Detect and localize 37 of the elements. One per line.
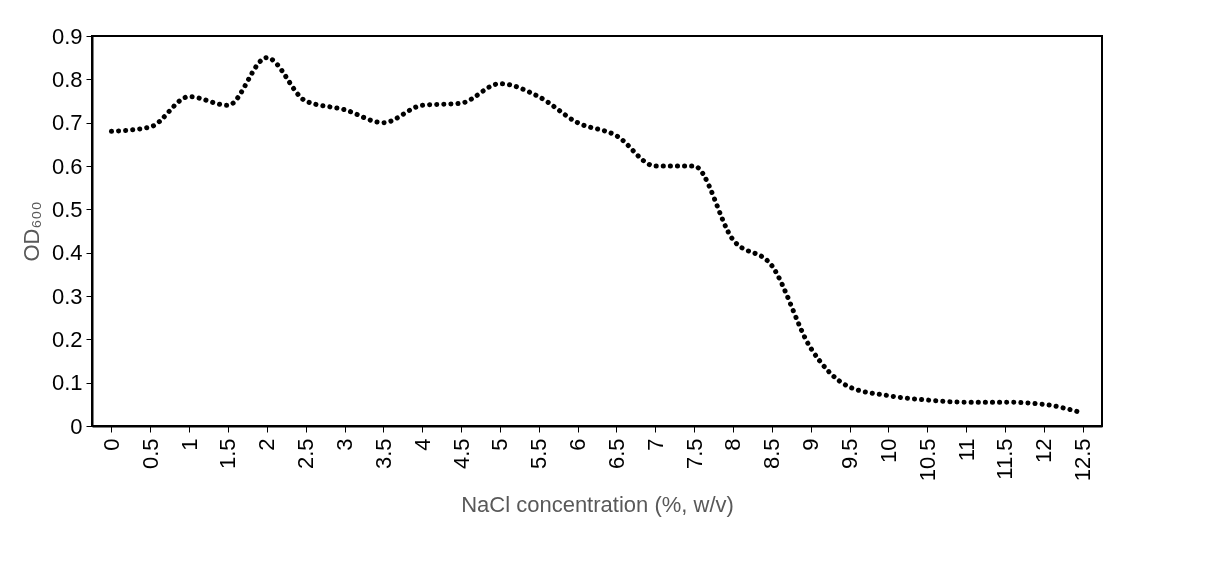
y-tick-label: 0.6 [51, 153, 83, 179]
x-tick-label: 9.5 [837, 438, 862, 470]
y-tick-label: 0.4 [51, 240, 83, 266]
x-tick-label: 5.5 [526, 438, 552, 470]
y-tick-label: 0.3 [51, 283, 83, 309]
x-tick-label: 8.5 [759, 438, 785, 470]
x-tick-label: 3 [332, 438, 357, 451]
x-tick-label: 10 [875, 438, 901, 463]
x-axis-title: NaCl concentration (%, w/v) [461, 492, 734, 518]
y-axis-title: OD₆₀₀ [18, 201, 44, 262]
x-tick-label: 11 [953, 438, 979, 462]
x-tick-label: 12 [1031, 438, 1057, 463]
x-tick-label: 5 [487, 438, 513, 451]
y-tick-label: 0.2 [51, 326, 83, 352]
y-tick-label: 0.1 [51, 370, 83, 396]
x-tick-label: 1.5 [215, 438, 241, 470]
x-tick-label: 6.5 [603, 438, 629, 470]
x-tick-label: 0.5 [137, 438, 163, 470]
y-tick-label: 0.5 [51, 196, 83, 222]
x-tick-label: 3.5 [370, 438, 396, 470]
x-tick-label: 1 [176, 438, 202, 451]
x-tick-label: 10.5 [914, 438, 940, 482]
x-tick-label: 2.5 [293, 438, 319, 470]
y-tick-label: 0.9 [51, 23, 83, 49]
x-tick-label: 0 [98, 438, 124, 451]
x-tick-label: 4.5 [448, 438, 474, 470]
x-tick-label: 2 [254, 438, 280, 451]
x-tick-label: 4 [409, 438, 435, 451]
y-tick-label: 0.8 [51, 66, 83, 92]
x-tick-label: 11.5 [992, 438, 1018, 480]
x-tick-label: 6 [565, 438, 591, 451]
x-tick-label: 12.5 [1070, 438, 1096, 482]
x-tick-label: 7.5 [681, 438, 707, 470]
x-tick-label: 8 [720, 438, 746, 451]
x-tick-label: 9 [798, 438, 824, 451]
y-tick-label: 0.7 [51, 110, 83, 136]
x-tick-label: 7 [642, 438, 668, 451]
